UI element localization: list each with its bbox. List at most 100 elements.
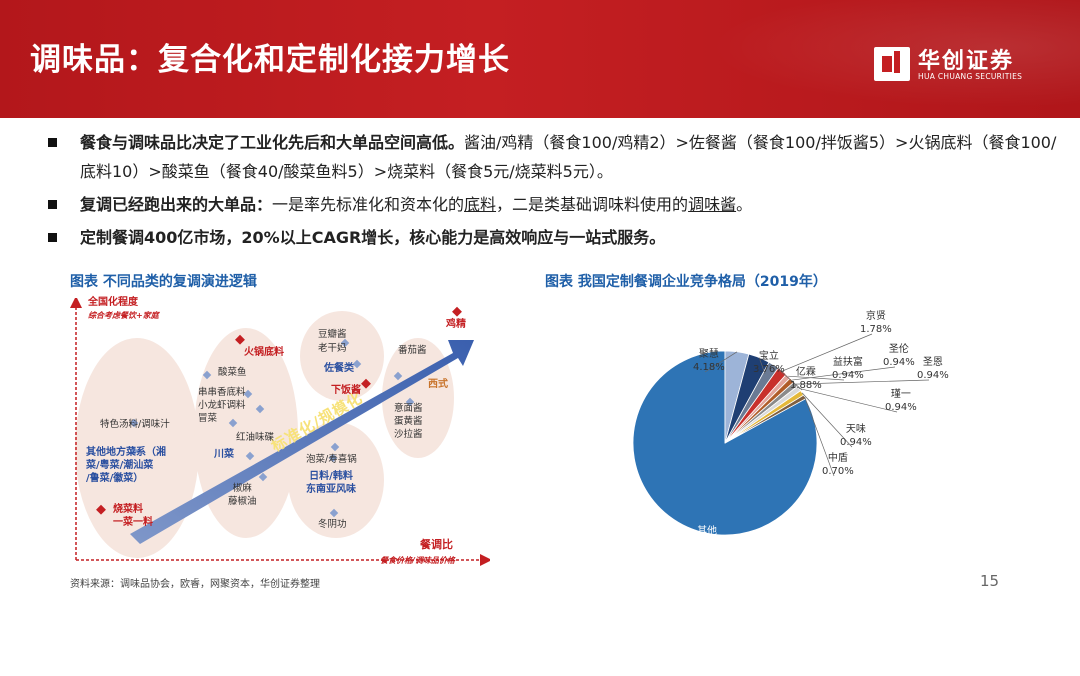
bullet-1-text: 酱油/鸡精（餐食100/鸡精2）>佐餐酱（餐食100/拌饭酱5）>火锅底料（餐食… <box>80 133 1057 181</box>
pie-label-6: 圣伦 0.94% <box>883 343 915 369</box>
cluster-zuocan <box>300 311 384 401</box>
label-paocai: 泡菜/寿喜锅 <box>306 454 357 465</box>
evolution-diagram: 全国化程度 综合考虑餐饮+家庭 餐调比 餐食价格/调味品价格 标准化/规模化 鸡… <box>68 297 490 568</box>
y-axis-sublabel: 综合考虑餐饮+家庭 <box>88 311 159 320</box>
label-tese: 特色汤料/调味汁 <box>100 419 170 430</box>
header-banner: 调味品：复合化和定制化接力增长 华创证券 HUA CHUANG SECURITI… <box>0 0 1080 118</box>
leader-line-1 <box>704 351 738 373</box>
label-chuanchuan: 串串香底料 小龙虾调料 冒菜 <box>198 387 246 424</box>
y-axis-label: 全国化程度 <box>88 297 138 308</box>
leader-line-7 <box>795 379 930 385</box>
pie-label-value: 1.78% <box>860 324 892 335</box>
page-title: 调味品：复合化和定制化接力增长 <box>30 42 510 78</box>
page-number: 15 <box>980 572 1000 590</box>
pie-label-0: 其他 83.00% <box>688 525 726 551</box>
pie-chart: 其他 83.00% 聚慧 4.18% 宝立 3.76% 亿霖 1.88% 京贤 1.78% 益扶富 0… <box>600 300 1000 570</box>
label-rihan: 日料/韩料 东南亚风味 <box>306 471 356 495</box>
pie-label-name: 圣伦 <box>888 344 909 355</box>
logo-subtitle: HUA CHUANG SECURITIES <box>918 72 1023 81</box>
label-western-items: 意面酱 蛋黄酱 沙拉酱 <box>394 403 423 440</box>
pie-label-name: 益扶富 <box>832 357 863 368</box>
bullet-2-text-b: ，二是类基础调味料使用的 <box>496 195 689 214</box>
blue-markers <box>129 338 415 518</box>
pie-label-value: 0.94% <box>917 370 949 381</box>
leader-line-3 <box>773 364 803 391</box>
pie-label-value: 0.94% <box>885 402 917 413</box>
pie-label-name: 中盾 <box>827 453 848 464</box>
bullet-item-3: 定制餐调400亿市场，20%以上CAGR增长，核心能力是高效响应与一站式服务。 <box>48 223 1058 252</box>
pie-label-name: 其他 <box>697 526 718 537</box>
bullet-item-2: 复调已经跑出来的大单品：一是率先标准化和资本化的底料，二是类基础调味料使用的调味… <box>48 190 1058 219</box>
bullet-2-underline-b: 调味酱 <box>688 195 737 214</box>
label-zuocan: 佐餐类 <box>324 363 354 374</box>
left-chart-caption: 图表 不同品类的复调演进逻辑 <box>70 274 257 290</box>
pie-label-value: 0.94% <box>883 357 915 368</box>
label-jiaoma: 椒麻 藤椒油 <box>228 483 257 507</box>
header-shade <box>660 0 1080 118</box>
bullet-3-bold: 定制餐调400亿市场，20%以上CAGR增长，核心能力是高效响应与一站式服务。 <box>80 228 666 247</box>
pie-label-name: 瑾一 <box>890 389 911 400</box>
label-pickle-fish: 酸菜鱼 <box>218 367 247 378</box>
logo-icon <box>874 47 910 81</box>
pie-label-5: 益扶富 0.94% <box>832 356 864 382</box>
bullet-2-underline-a: 底料 <box>464 195 497 214</box>
pie-label-8: 瑾一 0.94% <box>885 388 917 414</box>
label-chuancai: 川菜 <box>214 449 234 460</box>
pie-label-7: 圣恩 0.94% <box>917 356 949 382</box>
leader-line-2 <box>758 357 766 375</box>
label-chicken: 鸡精 <box>446 319 466 330</box>
evolution-diagram-svg <box>70 298 490 566</box>
pie-chart-svg <box>632 333 930 536</box>
pie-label-name: 圣恩 <box>922 357 943 368</box>
right-chart-caption: 图表 我国定制餐调企业竞争格局（2019年） <box>545 274 827 290</box>
pie-label-value: 1.88% <box>790 380 822 391</box>
pie-label-name: 聚慧 <box>698 349 719 360</box>
label-difang: 其他地方菜系（湘 菜/粤菜/潮汕菜 /鲁菜/徽菜） <box>86 447 166 484</box>
label-doubanjiang: 豆瓣酱 <box>318 329 347 340</box>
leader-line-9 <box>801 392 853 448</box>
pie-label-value: 3.76% <box>753 364 785 375</box>
bullet-list: 餐食与调味品比决定了工业化先后和大单品空间高低。酱油/鸡精（餐食100/鸡精2）… <box>48 128 1058 256</box>
label-shaocai: 烧菜料 一菜一料 <box>113 504 153 528</box>
pie-label-value: 83.00% <box>688 539 727 550</box>
label-laoganma: 老干妈 <box>318 343 347 354</box>
pie-label-name: 京贤 <box>865 311 886 322</box>
pie-label-value: 4.18% <box>693 362 725 373</box>
bullet-1-bold: 餐食与调味品比决定了工业化先后和大单品空间高低。 <box>80 133 465 152</box>
bullet-2-text-c: 。 <box>736 195 753 214</box>
pie-label-value: 0.94% <box>840 437 872 448</box>
label-xiafanjiang: 下饭酱 <box>331 385 361 396</box>
label-western: 西式 <box>428 379 448 390</box>
pie-label-name: 宝立 <box>758 351 779 362</box>
leader-line-4 <box>782 333 873 372</box>
label-hongyou: 红油味碟 <box>236 432 275 443</box>
cluster-asian <box>288 422 384 538</box>
pie-label-value: 0.70% <box>822 466 854 477</box>
pie-label-9: 天味 0.94% <box>840 423 872 449</box>
pie-label-10: 中盾 0.70% <box>822 452 854 478</box>
label-tomato: 番茄酱 <box>398 345 427 356</box>
x-axis-label: 餐调比 <box>420 538 453 551</box>
bullet-2-text-a: 一是率先标准化和资本化的 <box>272 195 465 214</box>
pie-label-value: 0.94% <box>832 370 864 381</box>
standardization-arrow <box>130 340 474 544</box>
leader-line-6 <box>792 366 896 381</box>
pie-label-4: 京贤 1.78% <box>860 310 892 336</box>
source-note: 资料来源：调味品协会，欧睿，网聚资本，华创证券整理 <box>70 579 320 590</box>
pie-label-2: 宝立 3.76% <box>753 350 785 376</box>
pie-label-1: 聚慧 4.18% <box>693 348 725 374</box>
logo-name: 华创证券 <box>918 49 1015 74</box>
company-logo: 华创证券 HUA CHUANG SECURITIES <box>874 45 1034 89</box>
pie-label-name: 天味 <box>845 424 866 435</box>
cluster-local <box>75 338 199 558</box>
label-dongyin: 冬阴功 <box>318 519 347 530</box>
bullet-item-1: 餐食与调味品比决定了工业化先后和大单品空间高低。酱油/鸡精（餐食100/鸡精2）… <box>48 128 1058 186</box>
pie-label-name: 亿霖 <box>795 367 816 378</box>
leader-line-8 <box>798 388 898 413</box>
leader-line-10 <box>804 396 835 477</box>
label-hotpot: 火锅底料 <box>244 347 284 358</box>
pie-label-3: 亿霖 1.88% <box>790 366 822 392</box>
x-axis-sublabel: 餐食价格/调味品价格 <box>380 556 455 565</box>
leader-line-5 <box>788 375 845 381</box>
bullet-2-bold: 复调已经跑出来的大单品： <box>80 195 273 214</box>
